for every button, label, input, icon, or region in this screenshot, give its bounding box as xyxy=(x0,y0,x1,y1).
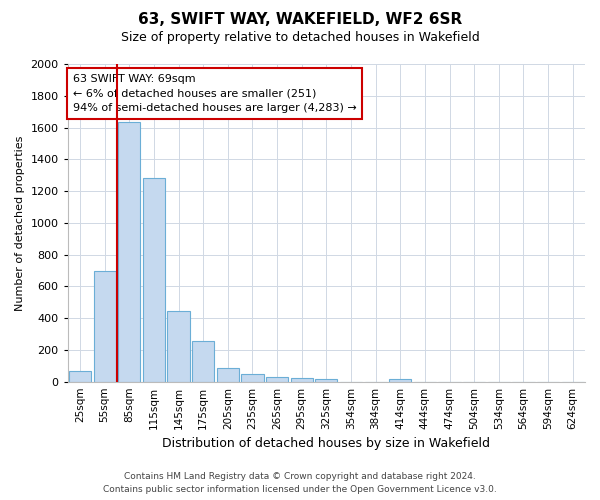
Bar xyxy=(69,372,91,382)
Bar xyxy=(217,368,239,382)
Bar xyxy=(94,272,116,382)
Bar xyxy=(315,380,337,382)
Bar xyxy=(241,374,263,382)
Bar xyxy=(290,378,313,382)
Text: Contains HM Land Registry data © Crown copyright and database right 2024.
Contai: Contains HM Land Registry data © Crown c… xyxy=(103,472,497,494)
X-axis label: Distribution of detached houses by size in Wakefield: Distribution of detached houses by size … xyxy=(163,437,490,450)
Bar xyxy=(266,377,288,382)
Bar xyxy=(389,378,412,382)
Bar xyxy=(167,311,190,382)
Text: Size of property relative to detached houses in Wakefield: Size of property relative to detached ho… xyxy=(121,31,479,44)
Bar xyxy=(143,178,165,382)
Text: 63, SWIFT WAY, WAKEFIELD, WF2 6SR: 63, SWIFT WAY, WAKEFIELD, WF2 6SR xyxy=(138,12,462,28)
Bar xyxy=(118,122,140,382)
Y-axis label: Number of detached properties: Number of detached properties xyxy=(15,135,25,310)
Text: 63 SWIFT WAY: 69sqm
← 6% of detached houses are smaller (251)
94% of semi-detach: 63 SWIFT WAY: 69sqm ← 6% of detached hou… xyxy=(73,74,356,113)
Bar xyxy=(192,341,214,382)
